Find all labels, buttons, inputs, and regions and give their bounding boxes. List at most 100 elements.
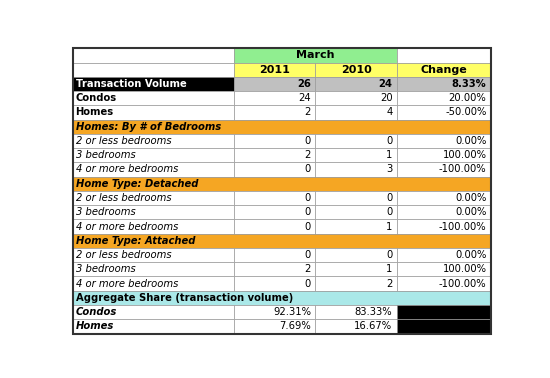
Bar bbox=[397, 205, 491, 219]
Text: 2: 2 bbox=[305, 107, 311, 118]
Text: -100.00%: -100.00% bbox=[439, 222, 487, 232]
Text: 24: 24 bbox=[299, 93, 311, 103]
Text: 0: 0 bbox=[305, 222, 311, 232]
Bar bbox=[234, 105, 315, 119]
Bar bbox=[73, 305, 234, 319]
Text: 0.00%: 0.00% bbox=[455, 250, 487, 260]
Bar bbox=[315, 105, 397, 119]
Text: 2: 2 bbox=[386, 279, 393, 288]
Bar bbox=[234, 191, 315, 205]
Bar bbox=[315, 305, 397, 319]
Text: 1: 1 bbox=[386, 264, 393, 274]
Bar bbox=[73, 62, 234, 77]
Bar bbox=[73, 276, 234, 291]
Text: Transaction Volume: Transaction Volume bbox=[75, 79, 186, 89]
Text: 1: 1 bbox=[386, 222, 393, 232]
Bar bbox=[397, 219, 491, 234]
Bar bbox=[397, 248, 491, 262]
Bar bbox=[234, 148, 315, 163]
Bar bbox=[397, 319, 491, 333]
Bar bbox=[234, 248, 315, 262]
Bar bbox=[397, 91, 491, 105]
Text: 2010: 2010 bbox=[340, 65, 371, 75]
Text: -50.00%: -50.00% bbox=[445, 107, 487, 118]
Text: 0.00%: 0.00% bbox=[455, 136, 487, 146]
Text: Aggregate Share (transaction volume): Aggregate Share (transaction volume) bbox=[75, 293, 293, 303]
Text: Home Type: Attached: Home Type: Attached bbox=[75, 236, 195, 246]
Text: 0.00%: 0.00% bbox=[455, 207, 487, 217]
Text: Change: Change bbox=[420, 65, 467, 75]
Text: 3 bedrooms: 3 bedrooms bbox=[75, 207, 135, 217]
Bar bbox=[397, 191, 491, 205]
Bar bbox=[73, 48, 234, 62]
Text: 26: 26 bbox=[297, 79, 311, 89]
Bar bbox=[234, 319, 315, 333]
Bar bbox=[397, 105, 491, 119]
Text: 100.00%: 100.00% bbox=[442, 264, 487, 274]
Bar bbox=[234, 276, 315, 291]
Text: 4 or more bedrooms: 4 or more bedrooms bbox=[75, 222, 178, 232]
Bar bbox=[315, 134, 397, 148]
Bar bbox=[397, 148, 491, 163]
Text: 0: 0 bbox=[305, 250, 311, 260]
Bar bbox=[315, 276, 397, 291]
Bar bbox=[73, 219, 234, 234]
Text: 3 bedrooms: 3 bedrooms bbox=[75, 264, 135, 274]
Bar bbox=[73, 105, 234, 119]
Text: 1: 1 bbox=[386, 150, 393, 160]
Text: Home Type: Detached: Home Type: Detached bbox=[75, 179, 198, 189]
Text: 20: 20 bbox=[380, 93, 393, 103]
Bar bbox=[315, 148, 397, 163]
Bar bbox=[397, 163, 491, 177]
Text: 0: 0 bbox=[305, 207, 311, 217]
Bar bbox=[315, 77, 397, 91]
Text: -100.00%: -100.00% bbox=[439, 279, 487, 288]
Text: 100.00%: 100.00% bbox=[442, 150, 487, 160]
Bar bbox=[73, 119, 491, 134]
Bar bbox=[73, 191, 234, 205]
Text: 7.69%: 7.69% bbox=[279, 321, 311, 332]
Bar bbox=[73, 205, 234, 219]
Bar bbox=[73, 163, 234, 177]
Text: -100.00%: -100.00% bbox=[439, 164, 487, 175]
Text: 2 or less bedrooms: 2 or less bedrooms bbox=[75, 250, 171, 260]
Bar bbox=[73, 291, 491, 305]
Text: 4 or more bedrooms: 4 or more bedrooms bbox=[75, 164, 178, 175]
Bar bbox=[234, 77, 315, 91]
Bar bbox=[73, 91, 234, 105]
Text: Condos: Condos bbox=[75, 307, 117, 317]
Text: 92.31%: 92.31% bbox=[273, 307, 311, 317]
Text: 0: 0 bbox=[386, 207, 393, 217]
Text: 0: 0 bbox=[386, 250, 393, 260]
Text: 4 or more bedrooms: 4 or more bedrooms bbox=[75, 279, 178, 288]
Text: Homes: Homes bbox=[75, 107, 114, 118]
Bar bbox=[73, 177, 491, 191]
Bar bbox=[73, 319, 234, 333]
Bar bbox=[73, 248, 234, 262]
Bar bbox=[397, 48, 491, 62]
Bar bbox=[73, 262, 234, 276]
Bar bbox=[234, 205, 315, 219]
Text: 0: 0 bbox=[386, 193, 393, 203]
Bar bbox=[315, 262, 397, 276]
Text: Homes: By # of Bedrooms: Homes: By # of Bedrooms bbox=[75, 122, 221, 132]
Bar bbox=[234, 134, 315, 148]
Bar bbox=[234, 219, 315, 234]
Bar bbox=[315, 62, 397, 77]
Bar bbox=[234, 163, 315, 177]
Bar bbox=[397, 134, 491, 148]
Text: 3: 3 bbox=[386, 164, 393, 175]
Bar bbox=[234, 262, 315, 276]
Text: 2 or less bedrooms: 2 or less bedrooms bbox=[75, 193, 171, 203]
Text: 0: 0 bbox=[305, 164, 311, 175]
Bar bbox=[397, 77, 491, 91]
Text: 8.33%: 8.33% bbox=[452, 79, 487, 89]
Text: 16.67%: 16.67% bbox=[354, 321, 393, 332]
Bar bbox=[397, 276, 491, 291]
Bar bbox=[315, 191, 397, 205]
Text: 4: 4 bbox=[386, 107, 393, 118]
Text: 2011: 2011 bbox=[259, 65, 290, 75]
Text: 0: 0 bbox=[386, 136, 393, 146]
Bar bbox=[315, 91, 397, 105]
Bar bbox=[234, 62, 315, 77]
